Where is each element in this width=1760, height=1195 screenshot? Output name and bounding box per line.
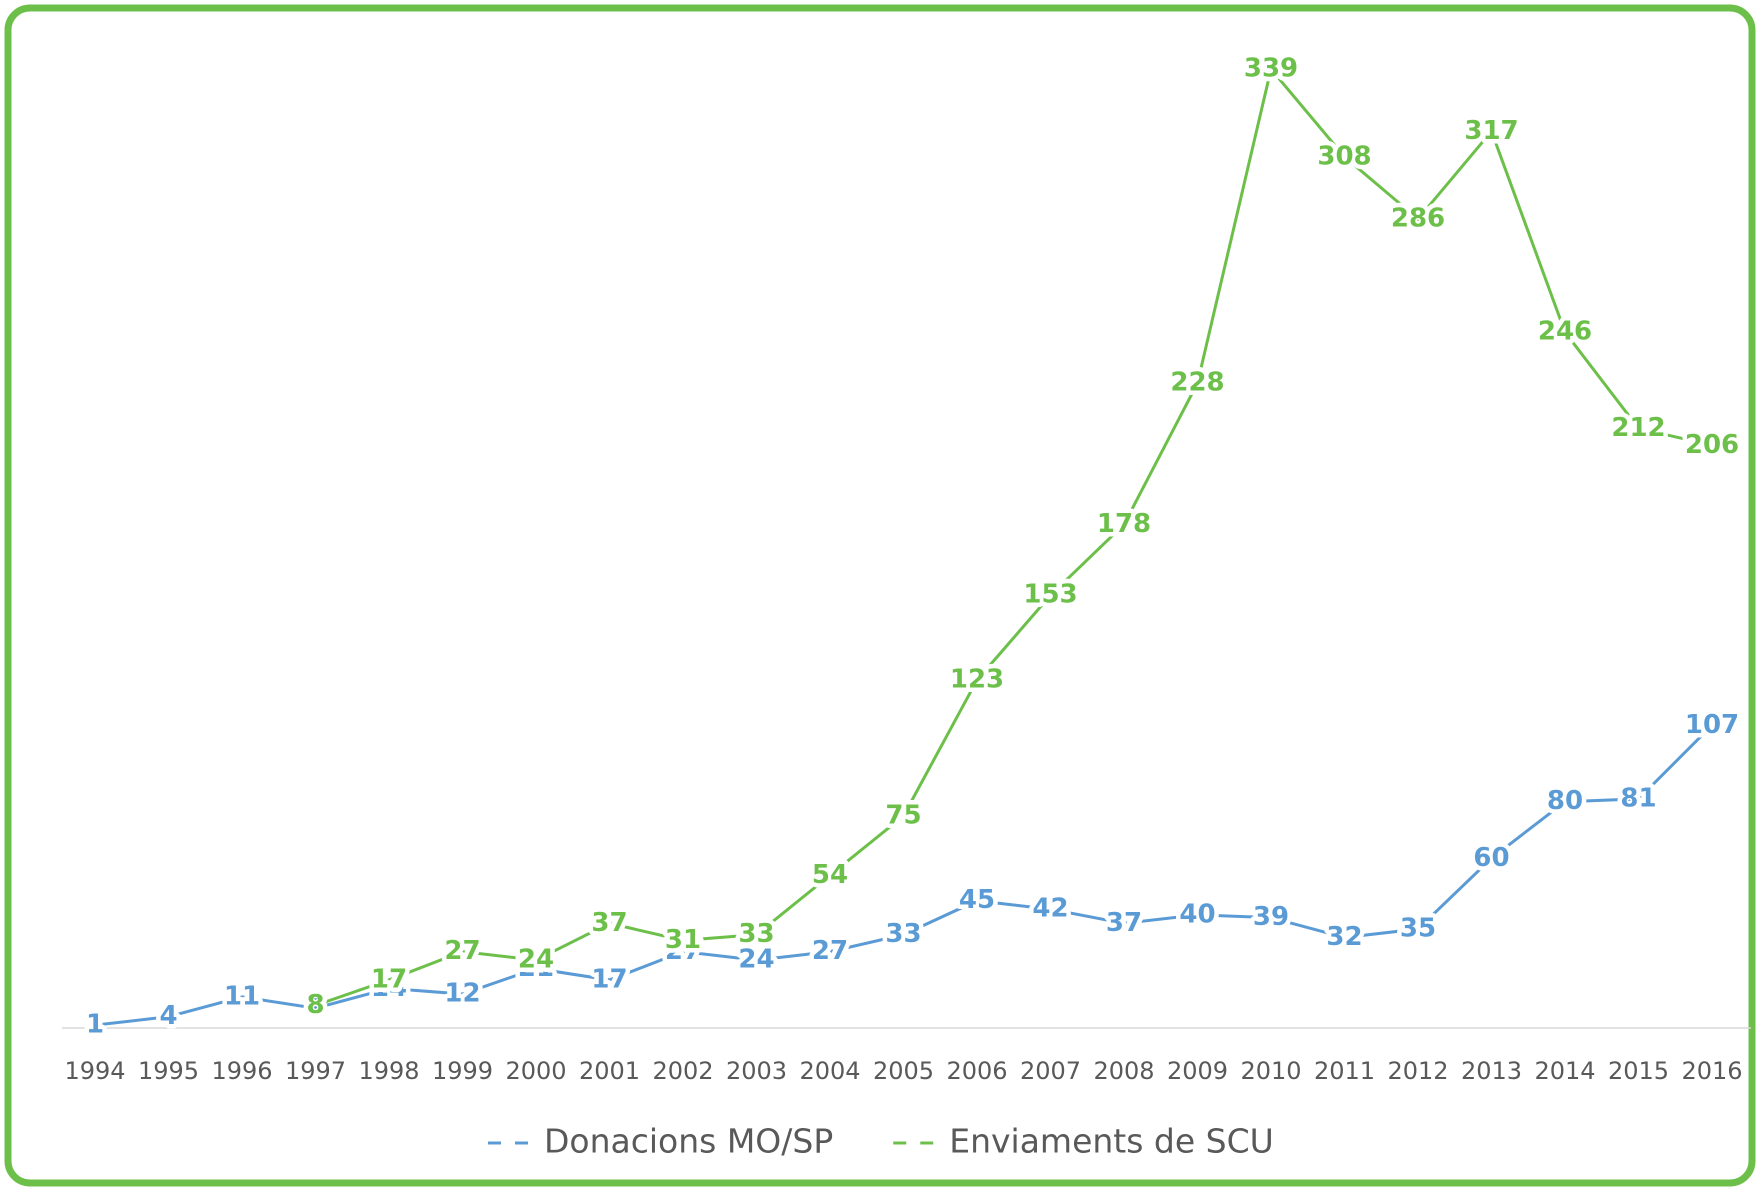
data-label: 228 — [1170, 368, 1224, 398]
data-label: 31 — [665, 925, 701, 955]
x-tick-label: 2007 — [1020, 1057, 1081, 1085]
data-label: 24 — [738, 945, 774, 975]
data-label: 317 — [1464, 116, 1518, 146]
x-tick-label: 2005 — [873, 1057, 934, 1085]
data-label: 246 — [1538, 317, 1592, 347]
data-label: 308 — [1317, 141, 1371, 171]
x-tick-label: 2014 — [1534, 1057, 1595, 1085]
x-tick-label: 2011 — [1314, 1057, 1375, 1085]
data-label: 1 — [86, 1010, 104, 1040]
data-label: 27 — [812, 936, 848, 966]
data-label: 37 — [1106, 908, 1142, 938]
data-label: 24 — [518, 945, 554, 975]
data-label: 12 — [444, 979, 480, 1009]
data-label: 21 — [518, 953, 554, 983]
data-label: 33 — [738, 919, 774, 949]
data-label: 14 — [371, 973, 407, 1003]
legend-label: Enviaments de SCU — [949, 1122, 1274, 1161]
data-label: 54 — [812, 860, 848, 890]
x-tick-label: 2001 — [579, 1057, 640, 1085]
data-label: 7 — [306, 993, 324, 1023]
x-tick-label: 1999 — [432, 1057, 493, 1085]
x-tick-label: 2016 — [1681, 1057, 1742, 1085]
data-label: 35 — [1400, 914, 1436, 944]
data-label: 11 — [224, 981, 260, 1011]
data-label: 286 — [1391, 204, 1445, 234]
data-label: 212 — [1611, 413, 1665, 443]
data-label: 37 — [591, 908, 627, 938]
x-tick-label: 1995 — [138, 1057, 199, 1085]
data-label: 80 — [1547, 786, 1583, 816]
x-tick-label: 2006 — [946, 1057, 1007, 1085]
legend-label: Donacions MO/SP — [544, 1122, 833, 1161]
data-label: 40 — [1179, 899, 1215, 929]
data-label: 60 — [1473, 843, 1509, 873]
data-label: 123 — [950, 665, 1004, 695]
series-line — [315, 65, 1713, 1007]
x-tick-label: 1997 — [285, 1057, 346, 1085]
x-tick-label: 2009 — [1167, 1057, 1228, 1085]
data-label: 8 — [306, 990, 324, 1020]
data-label: 39 — [1253, 902, 1289, 932]
data-label: 27 — [444, 936, 480, 966]
data-label: 153 — [1023, 580, 1077, 610]
x-tick-label: 2010 — [1240, 1057, 1301, 1085]
data-label: 45 — [959, 885, 995, 915]
x-tick-label: 1996 — [211, 1057, 272, 1085]
data-label: 4 — [159, 1001, 177, 1031]
x-tick-label: 2013 — [1461, 1057, 1522, 1085]
data-label: 107 — [1685, 710, 1739, 740]
x-tick-label: 2008 — [1093, 1057, 1154, 1085]
series-line — [94, 724, 1714, 1027]
data-label: 178 — [1097, 509, 1151, 539]
data-label: 17 — [371, 964, 407, 994]
data-label: 27 — [665, 936, 701, 966]
data-label: 75 — [885, 800, 921, 830]
x-tick-label: 1994 — [64, 1057, 125, 1085]
data-label: 32 — [1326, 922, 1362, 952]
data-label: 206 — [1685, 430, 1739, 460]
x-tick-label: 2012 — [1387, 1057, 1448, 1085]
data-label: 42 — [1032, 894, 1068, 924]
x-tick-label: 2003 — [726, 1057, 787, 1085]
data-label: 339 — [1244, 54, 1298, 84]
x-tick-label: 2000 — [505, 1057, 566, 1085]
data-label: 17 — [591, 964, 627, 994]
x-tick-label: 2004 — [799, 1057, 860, 1085]
x-tick-label: 2015 — [1608, 1057, 1669, 1085]
data-label: 81 — [1620, 783, 1656, 813]
data-label: 33 — [885, 919, 921, 949]
chart-border — [4, 4, 1756, 1187]
x-tick-label: 1998 — [358, 1057, 419, 1085]
x-tick-label: 2002 — [652, 1057, 713, 1085]
